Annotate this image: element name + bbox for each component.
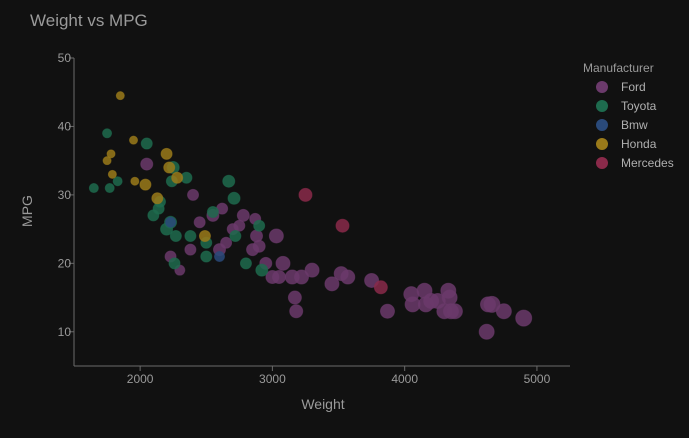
- data-point-ford[interactable]: [478, 323, 495, 340]
- data-point-mercedes[interactable]: [298, 187, 313, 202]
- data-point-honda[interactable]: [198, 229, 211, 242]
- data-point-toyota[interactable]: [88, 183, 99, 194]
- data-point-toyota[interactable]: [102, 128, 113, 139]
- data-point-honda[interactable]: [102, 156, 112, 166]
- data-point-ford[interactable]: [252, 239, 266, 253]
- data-point-toyota[interactable]: [140, 137, 153, 150]
- data-point-ford[interactable]: [220, 236, 233, 249]
- data-point-honda[interactable]: [106, 149, 116, 159]
- data-point-honda[interactable]: [163, 161, 176, 174]
- legend-label-toyota[interactable]: Toyota: [621, 99, 657, 113]
- data-point-toyota[interactable]: [200, 250, 213, 263]
- data-point-ford[interactable]: [304, 262, 320, 278]
- y-tick-label: 30: [58, 188, 72, 202]
- legend-label-bmw[interactable]: Bmw: [621, 118, 648, 132]
- data-point-bmw[interactable]: [165, 216, 177, 228]
- legend: Manufacturer Ford Toyota Bmw Honda Mercedes: [583, 61, 674, 170]
- data-point-toyota[interactable]: [255, 263, 269, 277]
- data-point-toyota[interactable]: [112, 176, 123, 187]
- data-point-toyota[interactable]: [222, 174, 236, 188]
- x-axis-title: Weight: [301, 396, 344, 412]
- data-point-ford[interactable]: [272, 270, 287, 285]
- data-point-toyota[interactable]: [184, 229, 197, 242]
- data-point-toyota[interactable]: [206, 206, 219, 218]
- data-point-ford[interactable]: [515, 309, 533, 327]
- data-point-toyota[interactable]: [229, 229, 242, 242]
- data-point-ford[interactable]: [287, 290, 302, 305]
- data-point-ford[interactable]: [379, 303, 395, 319]
- data-point-honda[interactable]: [171, 171, 184, 184]
- data-point-ford[interactable]: [184, 243, 197, 256]
- data-point-ford[interactable]: [275, 255, 291, 271]
- y-tick-label: 10: [58, 325, 72, 339]
- legend-marker-ford[interactable]: [596, 81, 608, 93]
- y-axis-title: MPG: [19, 195, 35, 227]
- data-point-toyota[interactable]: [104, 183, 115, 194]
- data-point-toyota[interactable]: [169, 229, 182, 242]
- data-point-bmw[interactable]: [213, 250, 225, 262]
- x-tick-label: 3000: [259, 372, 286, 386]
- y-ticks: 10 20 30 40 50: [58, 51, 74, 339]
- data-point-honda[interactable]: [139, 178, 152, 191]
- data-point-ford[interactable]: [193, 216, 206, 229]
- chart-title: Weight vs MPG: [30, 11, 148, 30]
- data-point-honda[interactable]: [151, 192, 164, 205]
- legend-marker-honda[interactable]: [596, 138, 608, 150]
- data-point-ford[interactable]: [187, 188, 200, 201]
- legend-title: Manufacturer: [583, 61, 654, 75]
- plot-area: 10 20 30 40 50 2000 3000 4000 5000: [58, 51, 570, 386]
- data-point-ford[interactable]: [441, 289, 458, 306]
- data-point-honda[interactable]: [107, 169, 117, 179]
- data-point-ford[interactable]: [446, 303, 463, 320]
- data-point-ford[interactable]: [324, 276, 340, 292]
- data-point-toyota[interactable]: [168, 257, 181, 270]
- legend-marker-bmw[interactable]: [596, 119, 608, 131]
- data-point-mercedes[interactable]: [373, 280, 388, 295]
- legend-label-honda[interactable]: Honda: [621, 137, 657, 151]
- data-point-ford[interactable]: [340, 269, 356, 285]
- data-point-ford[interactable]: [236, 208, 250, 222]
- data-point-ford[interactable]: [495, 303, 512, 320]
- x-ticks: 2000 3000 4000 5000: [127, 366, 551, 386]
- legend-label-mercedes[interactable]: Mercedes: [621, 156, 674, 170]
- legend-items: Ford Toyota Bmw Honda Mercedes: [596, 80, 674, 170]
- data-point-ford[interactable]: [293, 269, 309, 285]
- data-point-honda[interactable]: [130, 176, 140, 186]
- x-tick-label: 2000: [127, 372, 154, 386]
- data-point-ford[interactable]: [268, 228, 284, 244]
- y-tick-label: 50: [58, 51, 72, 65]
- data-point-mercedes[interactable]: [335, 218, 350, 233]
- data-point-honda[interactable]: [129, 135, 139, 145]
- data-point-toyota[interactable]: [227, 191, 241, 205]
- legend-marker-toyota[interactable]: [596, 100, 608, 112]
- x-tick-label: 4000: [391, 372, 418, 386]
- data-point-toyota[interactable]: [253, 219, 266, 232]
- legend-label-ford[interactable]: Ford: [621, 80, 646, 94]
- legend-marker-mercedes[interactable]: [596, 157, 608, 169]
- data-point-toyota[interactable]: [239, 257, 252, 270]
- data-points: [88, 91, 533, 340]
- data-point-ford[interactable]: [140, 157, 154, 171]
- y-tick-label: 20: [58, 256, 72, 270]
- x-tick-label: 5000: [524, 372, 551, 386]
- data-point-honda[interactable]: [115, 91, 125, 101]
- data-point-honda[interactable]: [160, 147, 173, 160]
- data-point-ford[interactable]: [289, 304, 304, 319]
- y-tick-label: 40: [58, 119, 72, 133]
